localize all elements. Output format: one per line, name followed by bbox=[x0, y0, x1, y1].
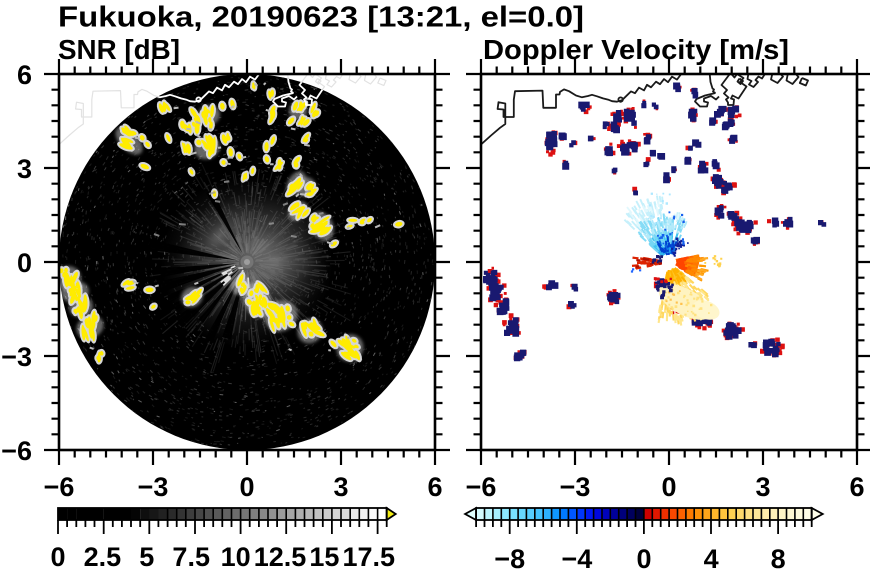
svg-text:−4: −4 bbox=[562, 544, 593, 570]
svg-text:−6: −6 bbox=[466, 472, 497, 502]
svg-text:2.5: 2.5 bbox=[84, 542, 122, 570]
svg-text:6: 6 bbox=[427, 472, 442, 502]
svg-text:0: 0 bbox=[50, 542, 65, 570]
svg-text:5: 5 bbox=[139, 542, 154, 570]
svg-text:4: 4 bbox=[704, 544, 719, 570]
svg-text:SNR [dB]: SNR [dB] bbox=[58, 34, 180, 65]
svg-text:3: 3 bbox=[755, 472, 770, 502]
svg-text:−3: −3 bbox=[1, 342, 32, 372]
svg-text:8: 8 bbox=[771, 544, 786, 570]
svg-text:Fukuoka, 20190623 [13:21, el=0: Fukuoka, 20190623 [13:21, el=0.0] bbox=[58, 2, 584, 34]
svg-text:0: 0 bbox=[239, 472, 254, 502]
svg-text:7.5: 7.5 bbox=[172, 542, 210, 570]
svg-text:0: 0 bbox=[17, 248, 32, 278]
svg-text:17.5: 17.5 bbox=[343, 542, 396, 570]
svg-text:−3: −3 bbox=[560, 472, 591, 502]
svg-text:12.5: 12.5 bbox=[254, 542, 307, 570]
svg-text:3: 3 bbox=[17, 154, 32, 184]
svg-text:−8: −8 bbox=[494, 544, 525, 570]
svg-text:10: 10 bbox=[221, 542, 251, 570]
svg-text:15: 15 bbox=[309, 542, 339, 570]
svg-text:6: 6 bbox=[17, 60, 32, 90]
svg-text:−6: −6 bbox=[44, 472, 75, 502]
svg-text:−3: −3 bbox=[138, 472, 169, 502]
svg-text:−6: −6 bbox=[1, 436, 32, 466]
svg-text:6: 6 bbox=[849, 472, 864, 502]
svg-text:0: 0 bbox=[636, 544, 651, 570]
svg-text:0: 0 bbox=[661, 472, 676, 502]
svg-text:3: 3 bbox=[333, 472, 348, 502]
svg-text:Doppler Velocity [m/s]: Doppler Velocity [m/s] bbox=[483, 34, 789, 65]
